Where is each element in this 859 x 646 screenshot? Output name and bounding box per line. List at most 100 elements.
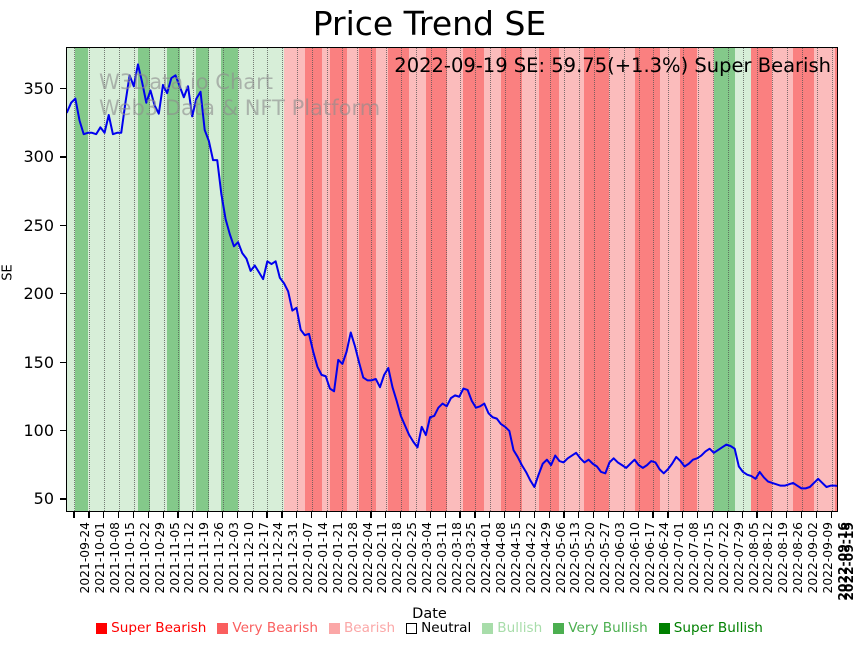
sentiment-band: [375, 48, 389, 511]
gridline: [297, 48, 299, 511]
x-tick-mark: [147, 512, 149, 518]
x-tick-mark: [266, 512, 268, 518]
x-tick-label: 2022-07-22: [716, 522, 731, 594]
x-tick-label: 2022-01-14: [315, 522, 330, 594]
x-tick-mark: [162, 512, 164, 518]
sentiment-band: [388, 48, 410, 511]
gridline: [163, 48, 166, 511]
x-tick-mark: [73, 512, 75, 518]
sentiment-band: [751, 48, 773, 511]
sentiment-band: [346, 48, 360, 511]
x-tick-label: 2021-11-05: [167, 522, 182, 594]
gridline: [564, 48, 566, 511]
legend: Super Bearish Very Bearish Bearish Neutral B…: [0, 620, 859, 636]
x-tick-label: 2022-06-03: [612, 522, 627, 594]
x-tick-mark: [593, 512, 595, 518]
legend-item[interactable]: Super Bullish: [658, 620, 763, 636]
gridline: [801, 48, 804, 511]
x-tick-label: 2022-01-21: [330, 522, 345, 594]
x-tick-label: 2022-05-13: [568, 522, 583, 594]
legend-item[interactable]: Very Bullish: [553, 620, 648, 636]
sentiment-band: [584, 48, 610, 511]
gridline: [594, 48, 596, 511]
legend-item[interactable]: Neutral: [406, 620, 471, 636]
legend-label: Very Bearish: [232, 620, 318, 636]
sentiment-band: [196, 48, 209, 511]
x-tick-mark: [696, 512, 699, 518]
x-tick-mark: [474, 512, 476, 518]
sentiment-band: [409, 48, 426, 511]
x-tick-label: 2022-03-18: [449, 522, 464, 594]
plot-area[interactable]: W3Data.io Chart Web3 Data & NFT Platform…: [66, 47, 838, 512]
x-tick-mark: [652, 512, 654, 518]
x-tick-mark: [340, 512, 342, 518]
x-tick-mark: [251, 512, 253, 518]
page-title: Price Trend SE: [312, 4, 547, 43]
x-tick-mark: [296, 512, 298, 518]
gridline: [653, 48, 655, 511]
x-tick-mark: [88, 512, 90, 518]
x-tick-mark: [236, 512, 239, 518]
x-tick-mark: [518, 512, 521, 518]
x-tick-mark: [192, 512, 194, 518]
x-tick-label: 2022-06-10: [627, 522, 642, 594]
y-tick-mark: [60, 156, 66, 158]
legend-label: Super Bullish: [673, 620, 763, 636]
x-tick-mark: [726, 512, 728, 518]
x-tick-label: 2022-02-18: [390, 522, 405, 594]
y-tick-label: 150: [23, 352, 54, 372]
sentiment-band: [834, 48, 837, 511]
x-tick-label: 2022-06-17: [642, 522, 657, 594]
x-tick-mark: [429, 512, 432, 518]
gridline: [727, 48, 730, 511]
sentiment-band: [321, 48, 330, 511]
gridline: [579, 48, 581, 511]
gridline: [341, 48, 344, 511]
gridline: [772, 48, 774, 511]
y-tick-label: 350: [23, 79, 54, 99]
legend-item[interactable]: Super Bearish: [96, 620, 206, 636]
x-tick-label: 2022-03-04: [419, 522, 434, 594]
x-tick-mark: [771, 512, 773, 518]
sentiment-band: [609, 48, 635, 511]
x-tick-label: 2022-03-25: [464, 522, 479, 594]
legend-swatch: [553, 622, 565, 634]
x-tick-label: 2022-04-01: [479, 522, 494, 594]
legend-label: Bullish: [497, 620, 543, 636]
x-axis-label: Date: [412, 606, 447, 622]
x-tick-mark: [786, 512, 788, 518]
legend-label: Neutral: [421, 620, 472, 636]
gridline: [356, 48, 359, 511]
x-tick-mark: [355, 512, 357, 518]
x-tick-mark: [400, 512, 402, 518]
x-tick-mark: [103, 512, 105, 518]
gridline: [534, 48, 537, 511]
x-tick-mark: [444, 512, 446, 518]
x-tick-label: 2022-04-08: [494, 522, 509, 594]
gridline: [89, 48, 91, 511]
legend-item[interactable]: Bullish: [482, 620, 542, 636]
x-tick-label: 2022-05-27: [598, 522, 613, 594]
sentiment-band: [521, 48, 539, 511]
y-tick-label: 300: [23, 147, 54, 167]
x-tick-mark: [607, 512, 610, 518]
y-tick-label: 50: [33, 489, 54, 509]
x-tick-label: 2022-08-26: [791, 522, 806, 594]
gridline: [816, 48, 819, 511]
legend-item[interactable]: Bearish: [328, 620, 395, 636]
x-tick-mark: [741, 512, 743, 518]
y-tick-mark: [60, 498, 66, 500]
x-tick-label: 2022-06-24: [657, 522, 672, 594]
gridline: [831, 48, 834, 511]
gridline: [460, 48, 462, 511]
x-tick-mark: [325, 512, 328, 518]
x-tick-mark: [177, 512, 179, 518]
x-tick-label: 2022-08-12: [761, 522, 776, 594]
x-tick-label: 2022-01-07: [301, 522, 316, 594]
sentiment-band: [793, 48, 814, 511]
y-tick-mark: [60, 293, 66, 295]
y-tick-mark: [60, 88, 66, 90]
x-tick-label: 2021-11-12: [182, 522, 197, 594]
legend-swatch: [658, 622, 670, 634]
legend-item[interactable]: Very Bearish: [217, 620, 318, 636]
